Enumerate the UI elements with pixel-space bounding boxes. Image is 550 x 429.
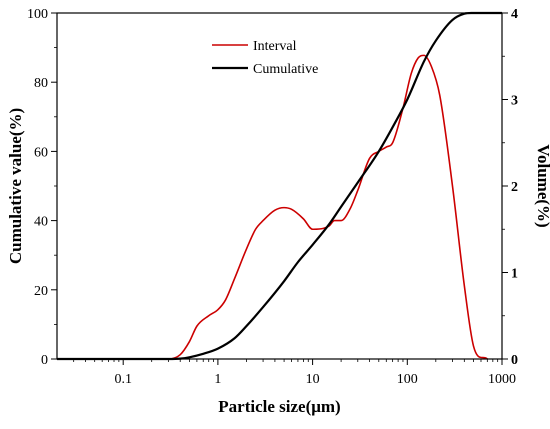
series-line-interval [57, 54, 488, 360]
x-tick-label: 100 [397, 372, 418, 387]
y-left-tick-label: 100 [27, 7, 48, 22]
series-layer [57, 11, 502, 361]
x-tick-label: 1 [214, 372, 221, 387]
axes-layer [51, 12, 508, 365]
y-left-tick-label: 0 [41, 353, 48, 368]
y-right-tick-label: 0 [511, 353, 518, 368]
legend: Interval Cumulative [212, 39, 318, 77]
series-line-cumulative [57, 11, 502, 361]
x-tick-label: 10 [306, 372, 320, 387]
y-left-tick-label: 20 [34, 284, 48, 299]
y-right-tick-label: 3 [511, 94, 518, 109]
y-left-tick-label: 60 [34, 145, 48, 160]
y-right-tick-label: 2 [511, 180, 518, 195]
y-right-tick-label: 4 [511, 7, 518, 22]
y-left-tick-label: 80 [34, 76, 48, 91]
legend-label-interval: Interval [253, 39, 297, 54]
y-right-axis-title: Volume(%) [534, 144, 550, 227]
x-tick-label: 1000 [488, 372, 516, 387]
y-right-tick-label: 1 [511, 267, 518, 282]
legend-label-cumulative: Cumulative [253, 62, 318, 77]
x-tick-label: 0.1 [114, 372, 132, 387]
x-axis-title: Particle size(μm) [218, 397, 340, 416]
y-left-axis-title: Cumulative value(%) [6, 108, 25, 264]
y-left-tick-label: 40 [34, 215, 48, 230]
